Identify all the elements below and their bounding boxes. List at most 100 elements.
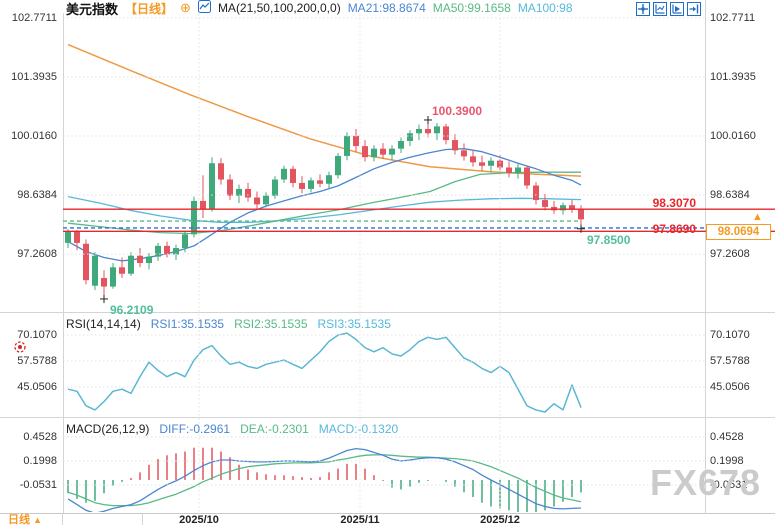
axis-tick-label: 101.3935 (11, 70, 57, 83)
candlestick (317, 180, 323, 184)
candlestick (443, 126, 449, 141)
chart-type-icon[interactable] (197, 0, 211, 16)
ma100-line (67, 195, 582, 223)
ma21-value: MA21:98.8674 (347, 1, 426, 15)
candlestick (83, 243, 89, 281)
candlestick (353, 135, 359, 147)
candlestick (290, 168, 296, 183)
candlestick (479, 162, 485, 166)
axis-tick-label: 100.0160 (710, 129, 756, 142)
candlestick (371, 148, 377, 158)
scale-right-axis-icon[interactable] (670, 2, 684, 16)
candlestick (569, 205, 575, 210)
axis-tick-label: 70.1070 (710, 329, 750, 341)
time-axis-bar: 日线 ▲ 2025/10 2025/11 2025/12 (0, 513, 775, 525)
candlestick (119, 267, 125, 274)
axis-tick-label: 102.7711 (710, 12, 756, 24)
timeframe-selector[interactable]: 日线 ▲ (8, 514, 42, 525)
ma21-line (67, 148, 582, 262)
candlestick (578, 209, 584, 220)
rsi2-value: RSI2:35.1535 (234, 317, 308, 331)
candlestick (488, 160, 494, 166)
candlestick (389, 148, 395, 155)
macd-settings-label[interactable]: MACD(26,12,9) (66, 422, 150, 436)
axis-tick-label: 98.6384 (17, 188, 57, 201)
rsi2-line (67, 332, 582, 413)
candlestick (101, 278, 107, 287)
candlestick (560, 205, 566, 211)
price-up-arrow: ▲ (752, 211, 763, 223)
candlestick (452, 140, 458, 151)
add-indicator-icon[interactable]: ⊕ (180, 0, 191, 15)
footer-divider (62, 514, 63, 525)
candlestick (209, 163, 215, 210)
macd-header: MACD(26,12,9) DIFF:-0.2961 DEA:-0.2301 M… (66, 422, 398, 436)
candlestick (173, 248, 179, 255)
axis-tick-label: 0.4528 (23, 431, 57, 443)
rsi3-value: RSI3:35.1535 (317, 317, 391, 331)
candlestick (245, 188, 251, 198)
candlestick (281, 168, 287, 180)
axis-tick-label: 0.1998 (23, 454, 57, 467)
axis-tick-label: -0.0531 (710, 478, 748, 491)
axis-tick-label: 45.0506 (17, 380, 57, 393)
candlestick (272, 179, 278, 196)
macd-dea-line (67, 454, 582, 507)
candlestick (335, 155, 341, 176)
candlestick (110, 267, 116, 287)
candlestick (506, 167, 512, 174)
macd-diff-value: DIFF:-0.2961 (159, 422, 231, 436)
axis-tick-label: 97.2608 (710, 247, 750, 260)
price-line-label: 98.3070 (652, 196, 696, 211)
rsi1-line (67, 332, 582, 413)
candlestick (470, 156, 476, 163)
candlestick (524, 167, 530, 186)
timeframe-label[interactable]: 【日线】 (125, 1, 174, 16)
axis-tick-label: 97.2608 (17, 247, 57, 260)
move-to-latest-icon[interactable] (687, 2, 701, 16)
axis-tick-label: 0.4528 (710, 431, 744, 443)
scale-left-axis-icon[interactable] (653, 2, 667, 16)
axis-tick-label: 57.5788 (17, 354, 57, 367)
candlestick (263, 195, 269, 205)
macd-panel (67, 447, 582, 512)
candlestick (236, 188, 242, 196)
ma-settings-label[interactable]: MA(21,50,100,200,0,0) (217, 1, 341, 15)
chart-toolbar (636, 2, 701, 16)
candlestick (200, 200, 206, 210)
low-price-label: 97.8500 (587, 232, 631, 247)
axis-tick-label: 100.0160 (11, 129, 57, 142)
crosshair-target-button[interactable] (12, 339, 28, 360)
candlestick (191, 200, 197, 235)
crosshair-icon[interactable] (636, 2, 650, 16)
ma100-value: MA100:98 (517, 1, 573, 15)
ma50-line (67, 171, 581, 235)
rsi-panel (67, 332, 582, 413)
candlestick (416, 128, 422, 134)
axis-tick-label: 57.5788 (710, 354, 750, 367)
candlestick (74, 231, 80, 243)
rsi-settings-label[interactable]: RSI(14,14,14) (66, 317, 141, 331)
macd-macd-value: MACD:-0.1320 (318, 422, 399, 436)
axis-tick-label: 101.3935 (710, 70, 756, 83)
rsi3-line (67, 332, 582, 413)
candlestick (434, 126, 440, 134)
candlestick (137, 255, 143, 264)
axis-tick-label: 98.6384 (710, 188, 750, 201)
candlestick (542, 200, 548, 207)
low-price-label: 96.2109 (110, 302, 154, 317)
candlestick (362, 146, 368, 158)
candlestick (155, 245, 161, 257)
month-label: 2025/11 (340, 514, 380, 525)
symbol-name: 美元指数 (66, 1, 119, 17)
month-label: 2025/12 (480, 514, 520, 525)
macd-dea-value: DEA:-0.2301 (240, 422, 309, 436)
candlestick (344, 135, 350, 156)
main-panel (65, 43, 584, 299)
chevron-up-icon: ▲ (33, 515, 42, 525)
candlestick (65, 231, 71, 243)
candlestick (227, 179, 233, 196)
current-price-tag: 98.0694 (706, 224, 771, 240)
